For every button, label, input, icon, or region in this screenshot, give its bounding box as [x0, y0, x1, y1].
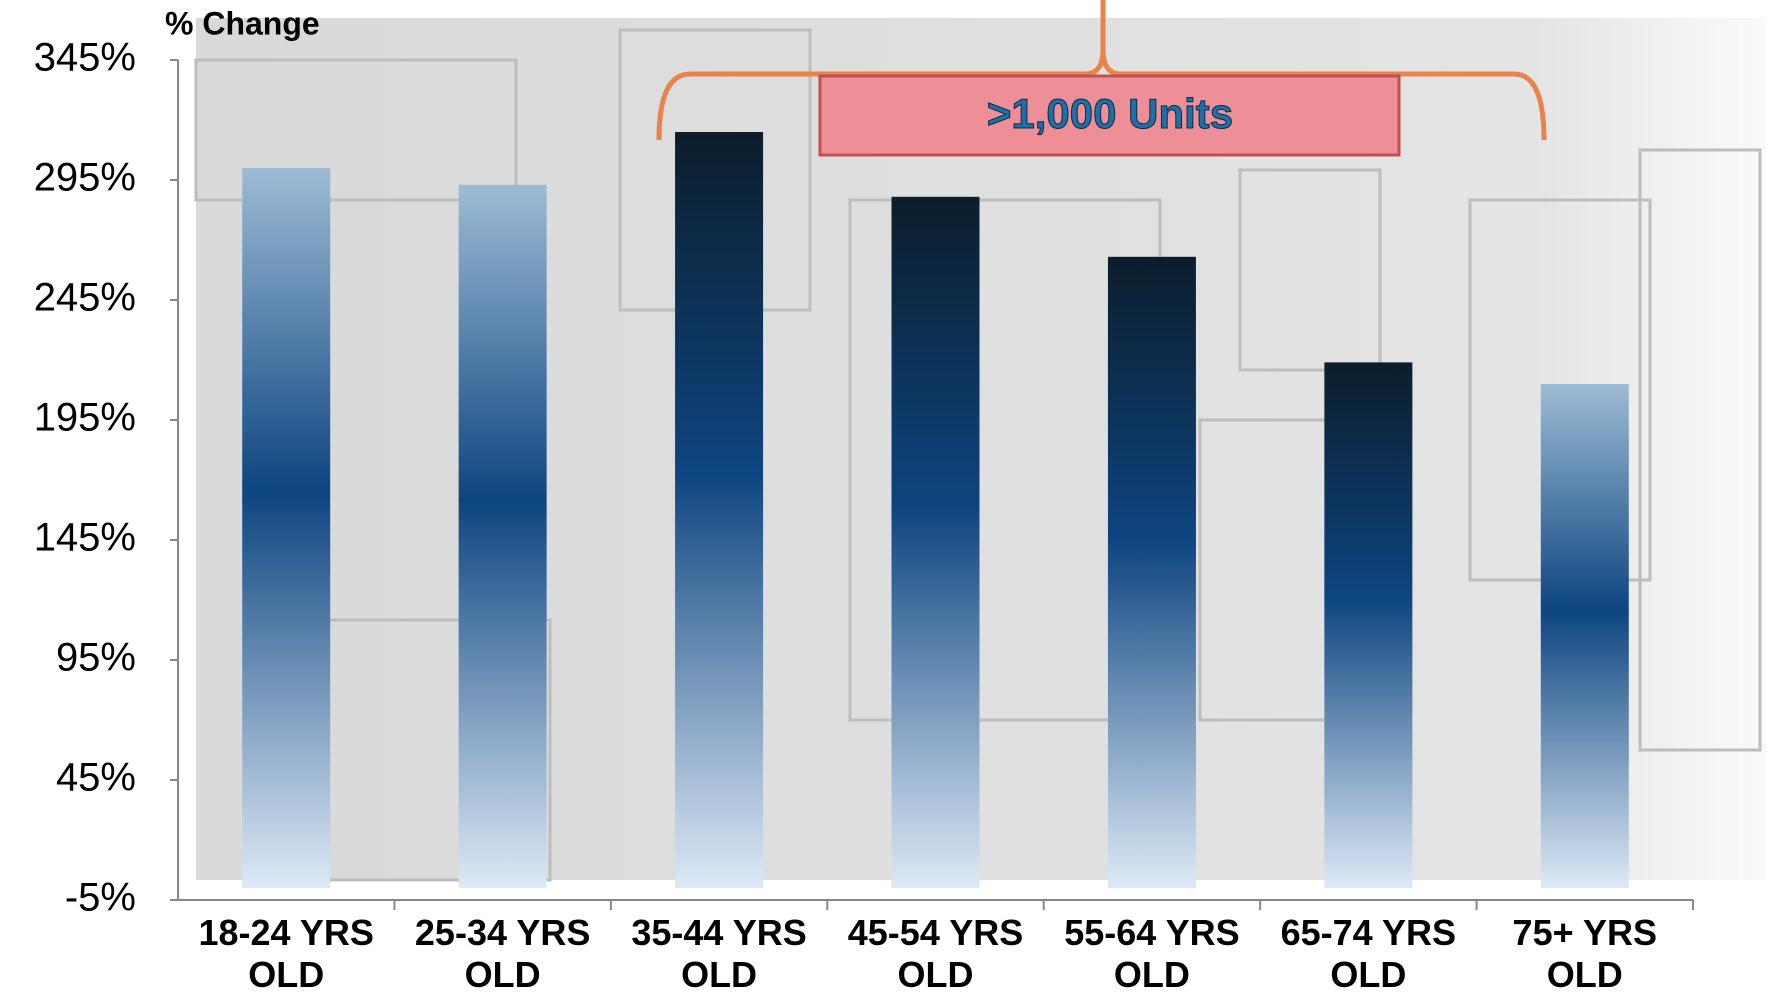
bar: [1540, 384, 1629, 888]
x-tick-label: 55-64 YRS OLD: [1064, 912, 1240, 995]
x-tick-label: 75+ YRS OLD: [1512, 912, 1657, 995]
x-tick-label: 35-44 YRS OLD: [631, 912, 807, 995]
x-tick-label: 18-24 YRS OLD: [198, 912, 374, 995]
y-tick-label: 195%: [34, 396, 136, 440]
x-tick-label: 65-74 YRS OLD: [1280, 912, 1457, 995]
background-photo: [196, 18, 1766, 880]
y-tick-label: 245%: [34, 276, 136, 320]
x-tick-label: 45-54 YRS OLD: [847, 912, 1024, 995]
bar: [891, 196, 980, 889]
y-tick-label: -5%: [65, 876, 136, 920]
bar: [1107, 256, 1196, 888]
y-axis-title: % Change: [165, 5, 320, 41]
x-tick-label: 25-34 YRS OLD: [414, 912, 591, 995]
annotation: >1,000 Units: [987, 90, 1233, 137]
bar: [675, 132, 764, 888]
bar: [1324, 362, 1413, 888]
y-tick-label: 345%: [34, 36, 136, 80]
annotation-box: [818, 74, 1401, 157]
bar: [242, 168, 331, 888]
y-tick-label: 145%: [34, 516, 136, 560]
y-tick-label: 95%: [56, 636, 136, 680]
y-tick-label: 45%: [56, 756, 136, 800]
y-tick-label: 295%: [34, 156, 136, 200]
bar: [458, 184, 547, 889]
bracket: [656, 0, 1547, 141]
